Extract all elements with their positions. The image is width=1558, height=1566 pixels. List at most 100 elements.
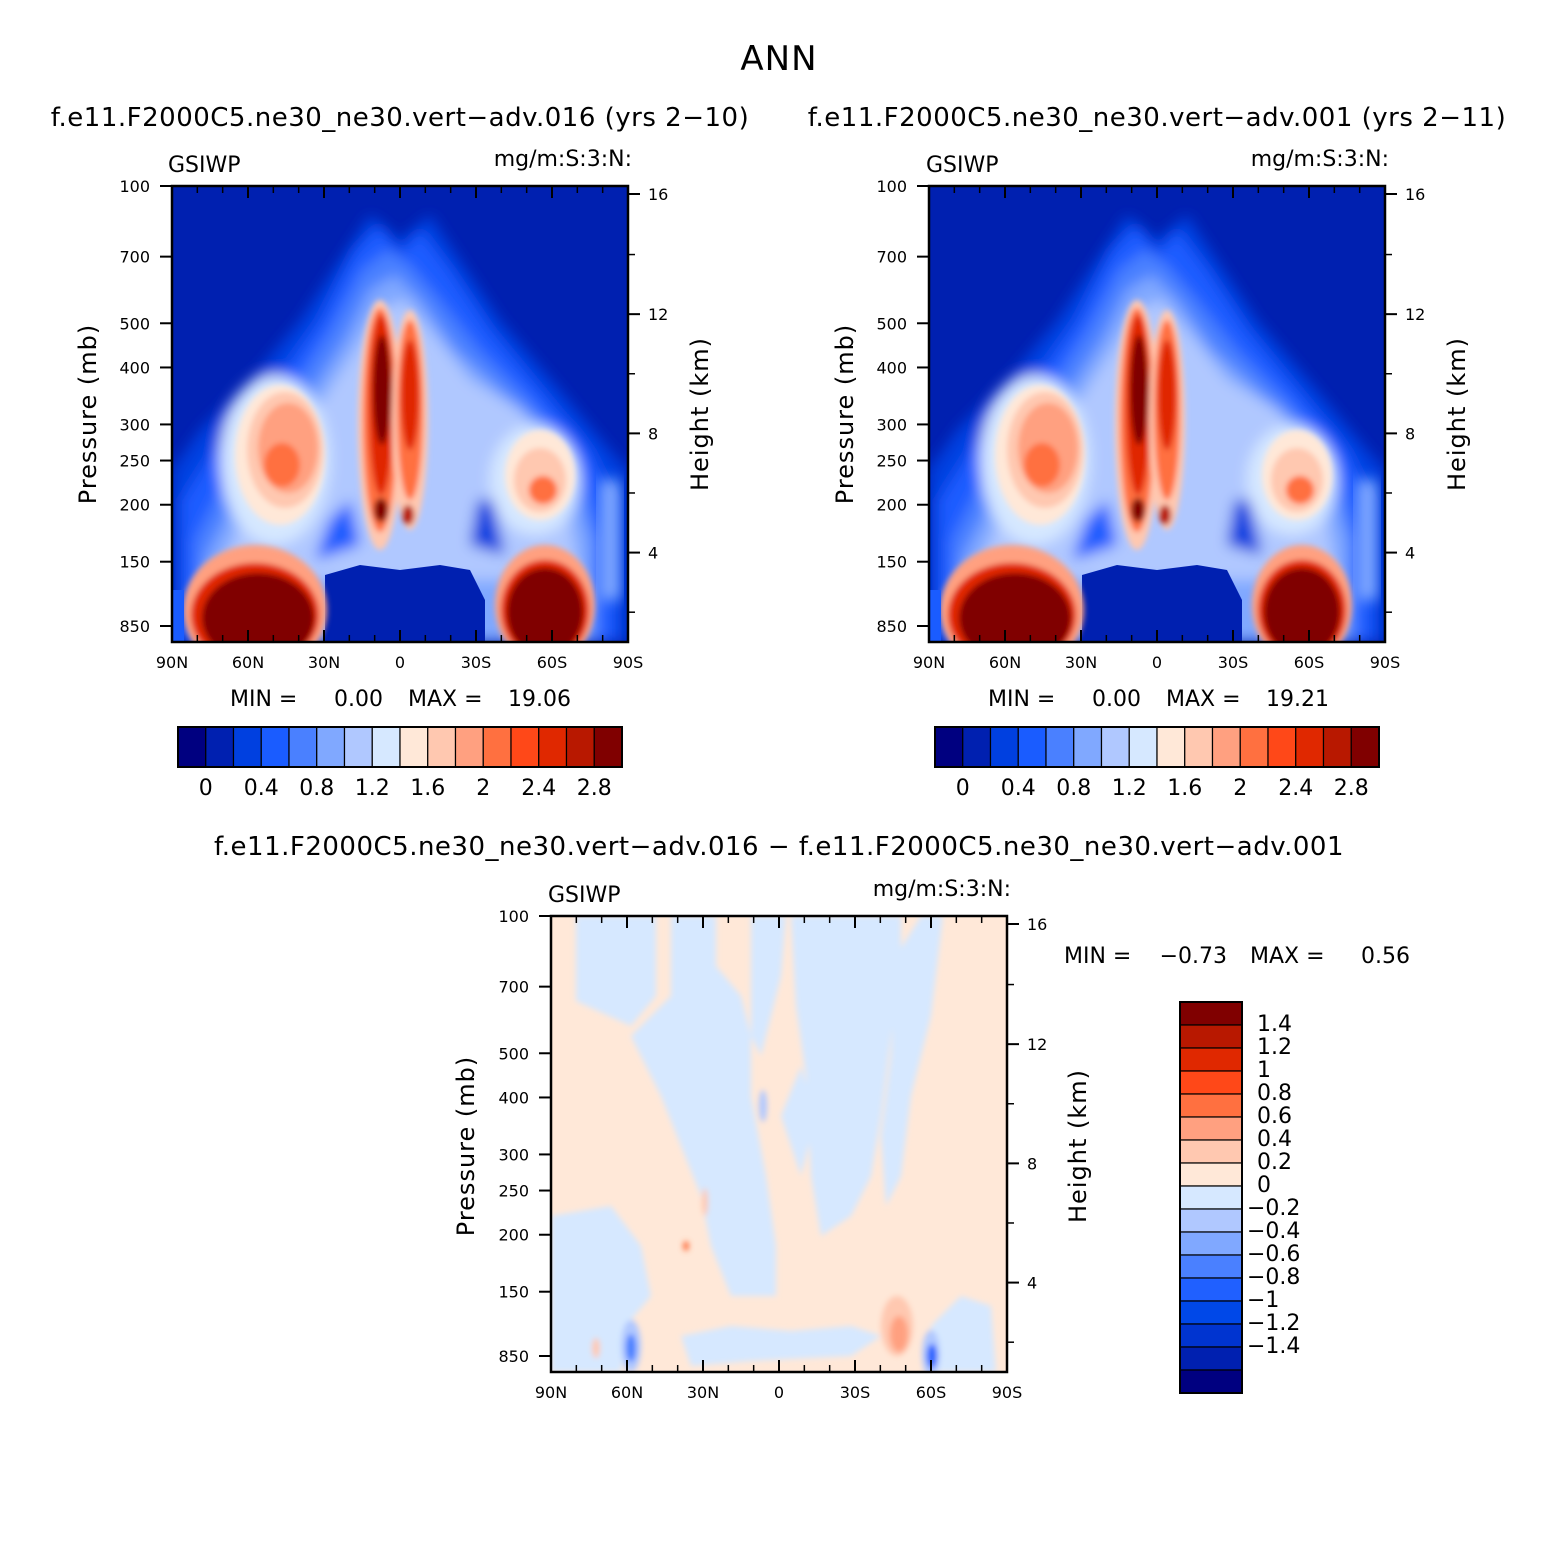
panel-1-field (172, 186, 628, 642)
panel-2: 90N 60N 30N 0 30S 60S 90S 100 150 200 250 300 400 500… (831, 147, 1471, 801)
colorbar-box (1350, 726, 1380, 768)
colorbar-box (205, 726, 235, 768)
colorbar-box (1179, 1254, 1243, 1279)
panel-3-x-tick-label: 30N (687, 1383, 719, 1402)
nh-blob-5 (264, 443, 300, 487)
panel-3-min-label: MIN = (1064, 944, 1131, 969)
col-west-5 (1131, 498, 1145, 522)
panel-2-x-tick-label: 30S (1218, 653, 1249, 672)
colorbar-box (510, 726, 540, 768)
panel-2-x-tick-label: 90N (913, 653, 945, 672)
colorbar-box (1267, 726, 1297, 768)
neg-spot-5 (759, 1090, 767, 1122)
panel-3-x-tick-label: 30S (840, 1383, 871, 1402)
subtropic-dip-sh (470, 500, 505, 555)
panel-1-x-tick-label: 30S (461, 653, 492, 672)
panel-2-y-tick-label: 150 (876, 553, 907, 572)
colorbar-box (1179, 1047, 1243, 1072)
colorbar-box (1179, 1323, 1243, 1348)
colorbar-box (1179, 1277, 1243, 1302)
panel-1-x-tick-label: 60S (537, 653, 568, 672)
low-level-minimum (1082, 565, 1242, 642)
panel-3-y2-axis-label: Height (km) (1064, 1069, 1092, 1223)
panel-1-y-tick-label: 300 (119, 415, 150, 434)
panel-3-y-tick-label: 250 (498, 1182, 529, 1201)
colorbar-box (260, 726, 290, 768)
colorbar-label: 0.8 (299, 776, 334, 801)
colorbar-box (1179, 1185, 1243, 1210)
figure-title: ANN (740, 39, 817, 79)
panel-1-y-tick-label: 400 (119, 358, 150, 377)
panel-3-variable-label: GSIWP (548, 883, 621, 908)
panel-2-y-tick-label: 700 (876, 248, 907, 267)
colorbar-label: 2.4 (521, 776, 556, 801)
colorbar-label: 0.8 (1056, 776, 1091, 801)
colorbar-box (538, 726, 568, 768)
panel-2-max-value: 19.21 (1266, 687, 1329, 712)
panel-3-y2-tick-label: 8 (1027, 1154, 1037, 1173)
panel-1-y-tick-label: 250 (119, 452, 150, 471)
neg-region-1 (576, 916, 656, 1026)
panel-3: 90N 60N 30N 0 30S 60S 90S 100 150 200 250 300 400 500… (452, 877, 1410, 1402)
panel-1: 90N 60N 30N 0 30S 60S 90S 100 150 200 250 300 400 500… (74, 147, 714, 801)
panel-3-y-tick-label: 150 (498, 1283, 529, 1302)
panel-1-y-tick-label: 500 (119, 314, 150, 333)
panel-1-y-tick-label: 200 (119, 496, 150, 515)
neg-spot-2 (626, 1334, 636, 1362)
panel-2-x-tick-label: 0 (1152, 653, 1162, 672)
colorbar-box (1045, 726, 1075, 768)
neg-region-3 (751, 916, 786, 1056)
panel-3-y-tick-label: 850 (498, 1347, 529, 1366)
panel-2-y-tick-label: 200 (876, 496, 907, 515)
panel-1-min-label: MIN = (230, 687, 297, 712)
colorbar-box (1179, 1300, 1243, 1325)
sh-low-3 (507, 568, 583, 642)
colorbar-box (1179, 1024, 1243, 1049)
colorbar-box (565, 726, 595, 768)
panel-2-min-value: 0.00 (1092, 687, 1141, 712)
colorbar-box (427, 726, 457, 768)
colorbar-label: 0.4 (244, 776, 279, 801)
colorbar-label: 1.6 (1167, 776, 1202, 801)
colorbar-box (1179, 1208, 1243, 1233)
colorbar-box (1179, 1369, 1243, 1394)
colorbar-outline (934, 726, 1380, 768)
panel-3-colorbar: 1.41.210.80.60.40.20−0.2−0.4−0.6−0.8−1−1… (1179, 1001, 1300, 1394)
colorbar-box (1295, 726, 1325, 768)
panel-1-y-tick-label: 100 (119, 177, 150, 196)
panel-1-y-tick-label: 700 (119, 248, 150, 267)
smooth-layer (940, 300, 1352, 642)
colorbar-box (1179, 1070, 1243, 1095)
panel-3-x-tick-label: 90N (535, 1383, 567, 1402)
panel-2-y2-tick-label: 12 (1405, 305, 1425, 324)
panel-2-y2-tick-label: 8 (1405, 424, 1415, 443)
col-east-4 (1159, 505, 1171, 525)
panel-1-y2-tick-label: 4 (648, 544, 658, 563)
panel-3-y2-tick-label: 4 (1027, 1274, 1037, 1293)
panel-3-x-tick-label: 60S (916, 1383, 947, 1402)
colorbar-box (1179, 1231, 1243, 1256)
panel-2-y-tick-label: 850 (876, 617, 907, 636)
colorbar-box (1211, 726, 1241, 768)
colorbar-box (962, 726, 992, 768)
neg-spot-4 (927, 1344, 937, 1368)
panel-1-x-tick-label: 30N (308, 653, 340, 672)
colorbar-box (454, 726, 484, 768)
panel-2-variable-label: GSIWP (926, 153, 999, 178)
colorbar-label: −0.8 (1247, 1265, 1300, 1290)
colorbar-label: 1.2 (1257, 1035, 1292, 1060)
colorbar-box (1179, 1001, 1243, 1026)
panel-1-colorbar: 0 0.4 0.8 1.2 1.6 2 2.4 2.8 (177, 726, 623, 801)
colorbar-box (371, 726, 401, 768)
panel-2-y2-axis-label: Height (km) (1443, 337, 1471, 491)
panel-3-y2-tick-label: 12 (1027, 1035, 1047, 1054)
panel-2-x-tick-label: 90S (1370, 653, 1401, 672)
sh-pole-strip (1357, 480, 1377, 600)
colorbar-label: −1.4 (1247, 1334, 1300, 1359)
colorbar-box (343, 726, 373, 768)
nh-low-3 (202, 573, 314, 642)
colorbar-box (593, 726, 623, 768)
panel-2-y-tick-label: 500 (876, 314, 907, 333)
panel-1-x-tick-label: 60N (232, 653, 264, 672)
sh-blob-4 (529, 476, 557, 504)
